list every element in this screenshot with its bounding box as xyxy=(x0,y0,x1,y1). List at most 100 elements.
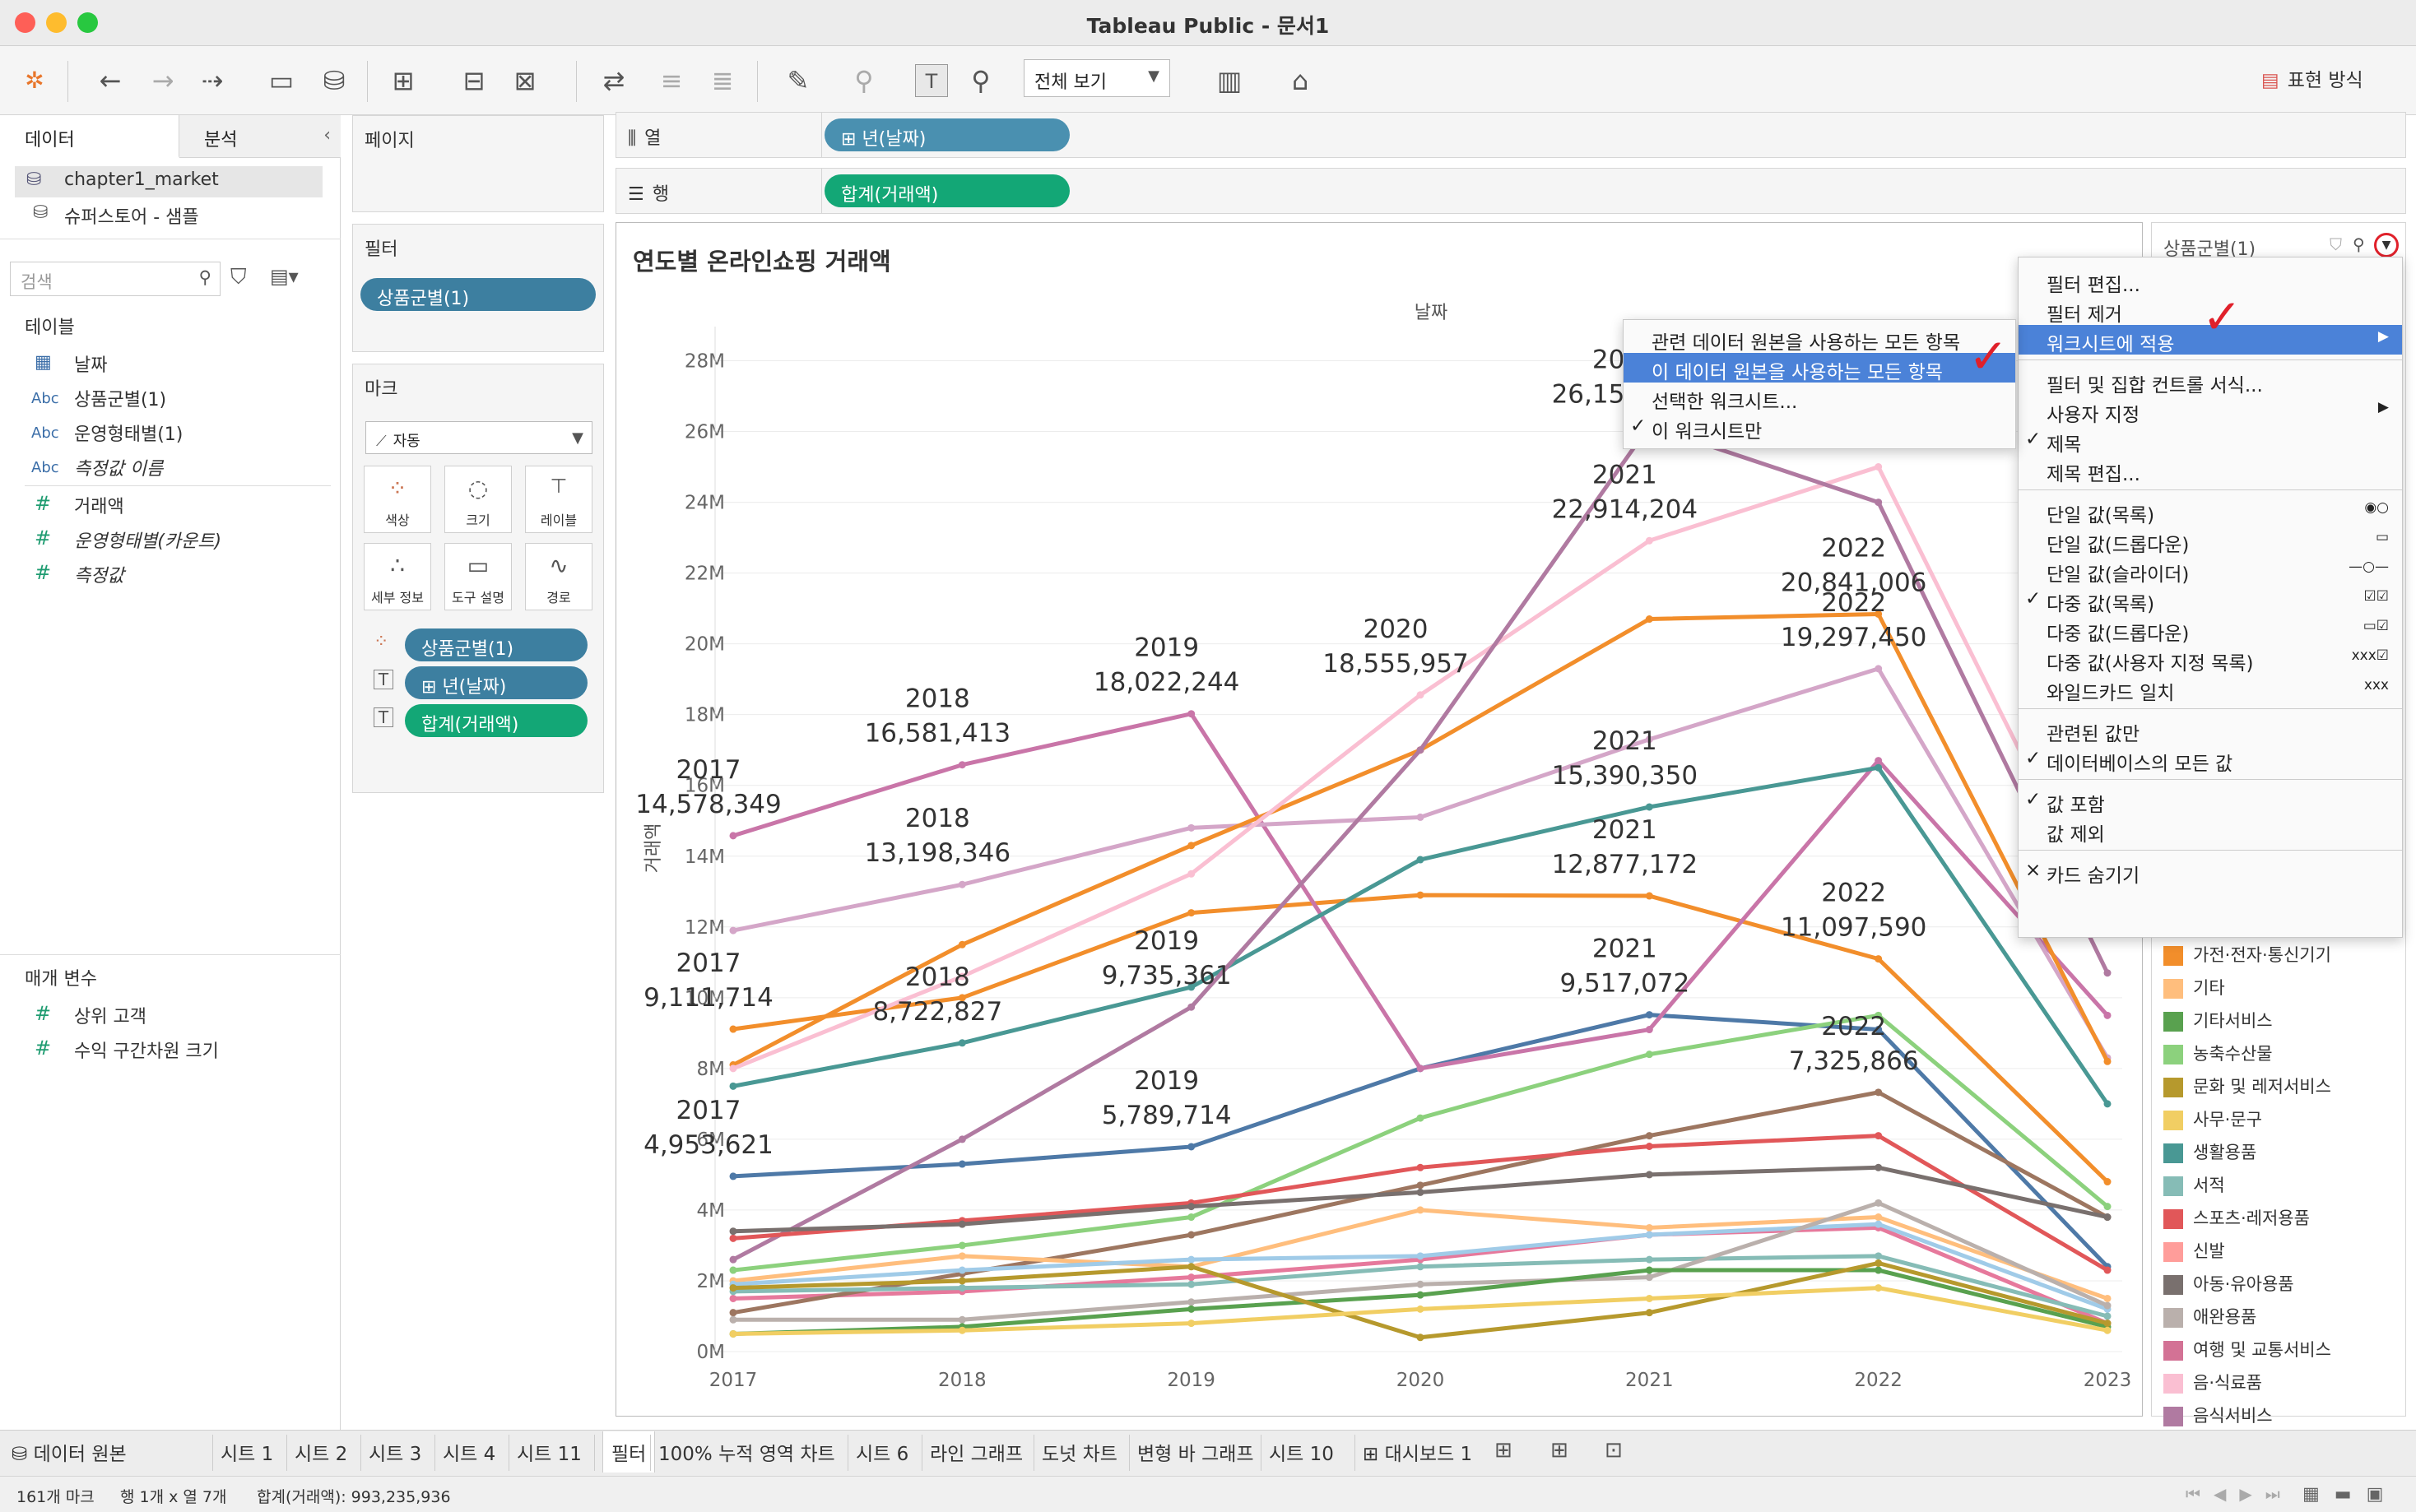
field-date[interactable]: 날짜 xyxy=(74,355,108,376)
param-bin-size[interactable]: 수익 구간차원 크기 xyxy=(74,1041,219,1062)
legend-item[interactable]: 농축수산물 xyxy=(2163,1041,2273,1065)
maximize-window-button[interactable] xyxy=(77,12,98,33)
legend-item[interactable]: 애완용품 xyxy=(2163,1304,2256,1329)
view-fit-select[interactable]: 전체 보기 ▼ xyxy=(1024,59,1170,97)
field-search-input[interactable]: 검색 ⚲ xyxy=(10,262,221,296)
legend-item[interactable]: 기타 xyxy=(2163,975,2225,999)
legend-item[interactable]: 생활용품 xyxy=(2163,1139,2256,1164)
menu-item[interactable]: ✓ 다중 값(목록) ☑☑ xyxy=(2019,585,2402,615)
sheet-tab[interactable]: 시트 3 xyxy=(369,1444,422,1465)
field-operation-type[interactable]: 운영형태별(1) xyxy=(74,424,184,445)
sheet-tab[interactable]: ⊞ 대시보드 1 xyxy=(1363,1444,1473,1465)
save-icon[interactable]: ▭ xyxy=(268,65,295,96)
clear-sheet-icon[interactable]: ⊠ xyxy=(513,65,537,96)
menu-item[interactable]: ✓ 값 포함 xyxy=(2019,786,2402,816)
sort-asc-icon[interactable]: ≡ xyxy=(660,65,683,96)
datasource-item[interactable]: 슈퍼스토어 - 샘플 xyxy=(64,207,199,228)
card-menu-dropdown-icon[interactable]: ▼ xyxy=(2374,233,2399,257)
legend-item[interactable]: 신발 xyxy=(2163,1238,2225,1263)
forward-icon[interactable]: → xyxy=(151,65,174,96)
sheet-tab[interactable]: 시트 10 xyxy=(1269,1444,1334,1465)
sheet-tab[interactable]: 필터 xyxy=(602,1431,656,1473)
sheet-tab[interactable]: 시트 6 xyxy=(856,1444,909,1465)
label-button[interactable]: ⊤ 레이블 xyxy=(525,466,592,533)
menu-item[interactable]: 단일 값(슬라이더) —○— xyxy=(2019,555,2402,586)
mark-pill-color[interactable]: 상품군별(1) xyxy=(405,628,588,661)
menu-item[interactable]: 값 제외 xyxy=(2019,815,2402,846)
highlight-icon[interactable]: ✎ xyxy=(787,65,810,96)
menu-item[interactable]: 와일드카드 일치 xxx xyxy=(2019,674,2402,704)
view-options-icon[interactable]: ▤▾ xyxy=(270,265,299,288)
sheet-tab[interactable]: 시트 11 xyxy=(517,1444,582,1465)
param-top-customers[interactable]: 상위 고객 xyxy=(74,1007,146,1027)
swap-icon[interactable]: ⇄ xyxy=(602,65,625,96)
new-worksheet-icon[interactable]: ⊞ xyxy=(392,65,415,96)
tab-data[interactable]: 데이터 xyxy=(0,115,179,158)
duplicate-sheet-icon[interactable]: ⊟ xyxy=(462,65,486,96)
pager-icons[interactable]: ⏮◀▶⏭ xyxy=(2186,1484,2293,1504)
menu-item[interactable]: 선택한 워크시트... xyxy=(1624,383,2015,413)
field-category[interactable]: 상품군별(1) xyxy=(74,390,167,410)
filter-pill[interactable]: 상품군별(1) xyxy=(360,278,596,311)
legend-item[interactable]: 기타서비스 xyxy=(2163,1008,2273,1032)
menu-item[interactable]: 필터 제거 xyxy=(2019,295,2402,326)
new-story-icon[interactable]: ⊡ xyxy=(1605,1438,1623,1463)
sheet-tab[interactable]: 100% 누적 영역 차트 xyxy=(658,1444,835,1465)
sheet-tab[interactable]: 도넛 차트 xyxy=(1042,1444,1117,1465)
show-labels-icon[interactable]: T xyxy=(915,64,948,97)
new-datasource-icon[interactable]: ⛁ xyxy=(323,65,346,96)
sheet-tab[interactable]: 시트 1 xyxy=(221,1444,274,1465)
field-measure-values[interactable]: 측정값 xyxy=(74,566,124,587)
sheet-tab[interactable]: 라인 그래프 xyxy=(930,1444,1024,1465)
new-worksheet-icon[interactable]: ⊞ xyxy=(1494,1438,1512,1463)
legend-item[interactable]: 스포츠·레저용품 xyxy=(2163,1205,2310,1230)
new-dashboard-icon[interactable]: ⊞ xyxy=(1550,1438,1568,1463)
field-transaction[interactable]: 거래액 xyxy=(74,497,124,517)
columns-pill[interactable]: ⊞ 년(날짜) xyxy=(825,118,1070,151)
menu-item[interactable]: 다중 값(사용자 지정 목록) xxx☑ xyxy=(2019,644,2402,675)
legend-item[interactable]: 서적 xyxy=(2163,1172,2225,1197)
filter-icon[interactable]: ⛉ xyxy=(230,265,247,290)
menu-item[interactable]: 제목 편집... xyxy=(2019,455,2402,485)
menu-item[interactable]: 필터 및 집합 컨트롤 서식... xyxy=(2019,366,2402,397)
pin-icon[interactable]: ⚲ xyxy=(971,65,991,96)
field-operation-count[interactable]: 운영형태별(카운트) xyxy=(74,531,222,552)
group-icon[interactable]: ⚲ xyxy=(854,65,874,96)
tab-analysis[interactable]: 분석 ‹ xyxy=(179,115,341,158)
legend-item[interactable]: 음·식료품 xyxy=(2163,1370,2262,1394)
path-button[interactable]: ∿ 경로 xyxy=(525,543,592,610)
search-icon[interactable]: ⚲ xyxy=(2353,234,2365,254)
sheet-tab[interactable]: 시트 4 xyxy=(443,1444,496,1465)
view-mode-icons[interactable]: ▦▬▣ xyxy=(2302,1484,2399,1505)
menu-item[interactable]: 단일 값(드롭다운) ▭ xyxy=(2019,526,2402,556)
legend-item[interactable]: 사무·문구 xyxy=(2163,1106,2262,1131)
redo-icon[interactable]: ⇢ xyxy=(201,65,224,96)
mark-pill-year[interactable]: ⊞ 년(날짜) xyxy=(405,666,588,699)
menu-item[interactable]: × 카드 숨기기 xyxy=(2019,856,2402,887)
fix-axes-icon[interactable]: ▥ xyxy=(1216,65,1243,96)
datasource-selected[interactable] xyxy=(15,166,323,197)
close-window-button[interactable] xyxy=(15,12,35,33)
menu-item[interactable]: ✓ 제목 xyxy=(2019,425,2402,456)
show-me-button[interactable]: ▤ 표현 방식 xyxy=(2261,64,2363,92)
sort-desc-icon[interactable]: ≣ xyxy=(711,65,734,96)
menu-item[interactable]: ✓ 이 워크시트만 xyxy=(1624,412,2015,443)
menu-item[interactable]: 관련 데이터 원본을 사용하는 모든 항목 xyxy=(1624,323,2015,354)
detail-button[interactable]: ∴ 세부 정보 xyxy=(364,543,431,610)
legend-item[interactable]: 아동·유아용품 xyxy=(2163,1271,2294,1296)
menu-item[interactable]: 단일 값(목록) ◉○ xyxy=(2019,496,2402,526)
color-button[interactable]: ⁘ 색상 xyxy=(364,466,431,533)
menu-item[interactable]: 이 데이터 원본을 사용하는 모든 항목 xyxy=(1624,353,2015,383)
size-button[interactable]: ◌ 크기 xyxy=(444,466,512,533)
collapse-icon[interactable]: ‹ xyxy=(323,125,331,146)
menu-item[interactable]: 필터 편집... xyxy=(2019,266,2402,296)
legend-item[interactable]: 가전·전자·통신기기 xyxy=(2163,942,2331,967)
minimize-window-button[interactable] xyxy=(46,12,67,33)
menu-item[interactable]: ✓ 데이터베이스의 모든 값 xyxy=(2019,744,2402,775)
mark-pill-sum[interactable]: 합계(거래액) xyxy=(405,704,588,737)
menu-item[interactable]: 다중 값(드롭다운) ▭☑ xyxy=(2019,615,2402,645)
sheet-tab[interactable]: 시트 2 xyxy=(295,1444,348,1465)
back-icon[interactable]: ← xyxy=(99,65,122,96)
legend-item[interactable]: 여행 및 교통서비스 xyxy=(2163,1337,2331,1361)
tab-data-source[interactable]: ⛁ 데이터 원본 xyxy=(12,1444,127,1465)
